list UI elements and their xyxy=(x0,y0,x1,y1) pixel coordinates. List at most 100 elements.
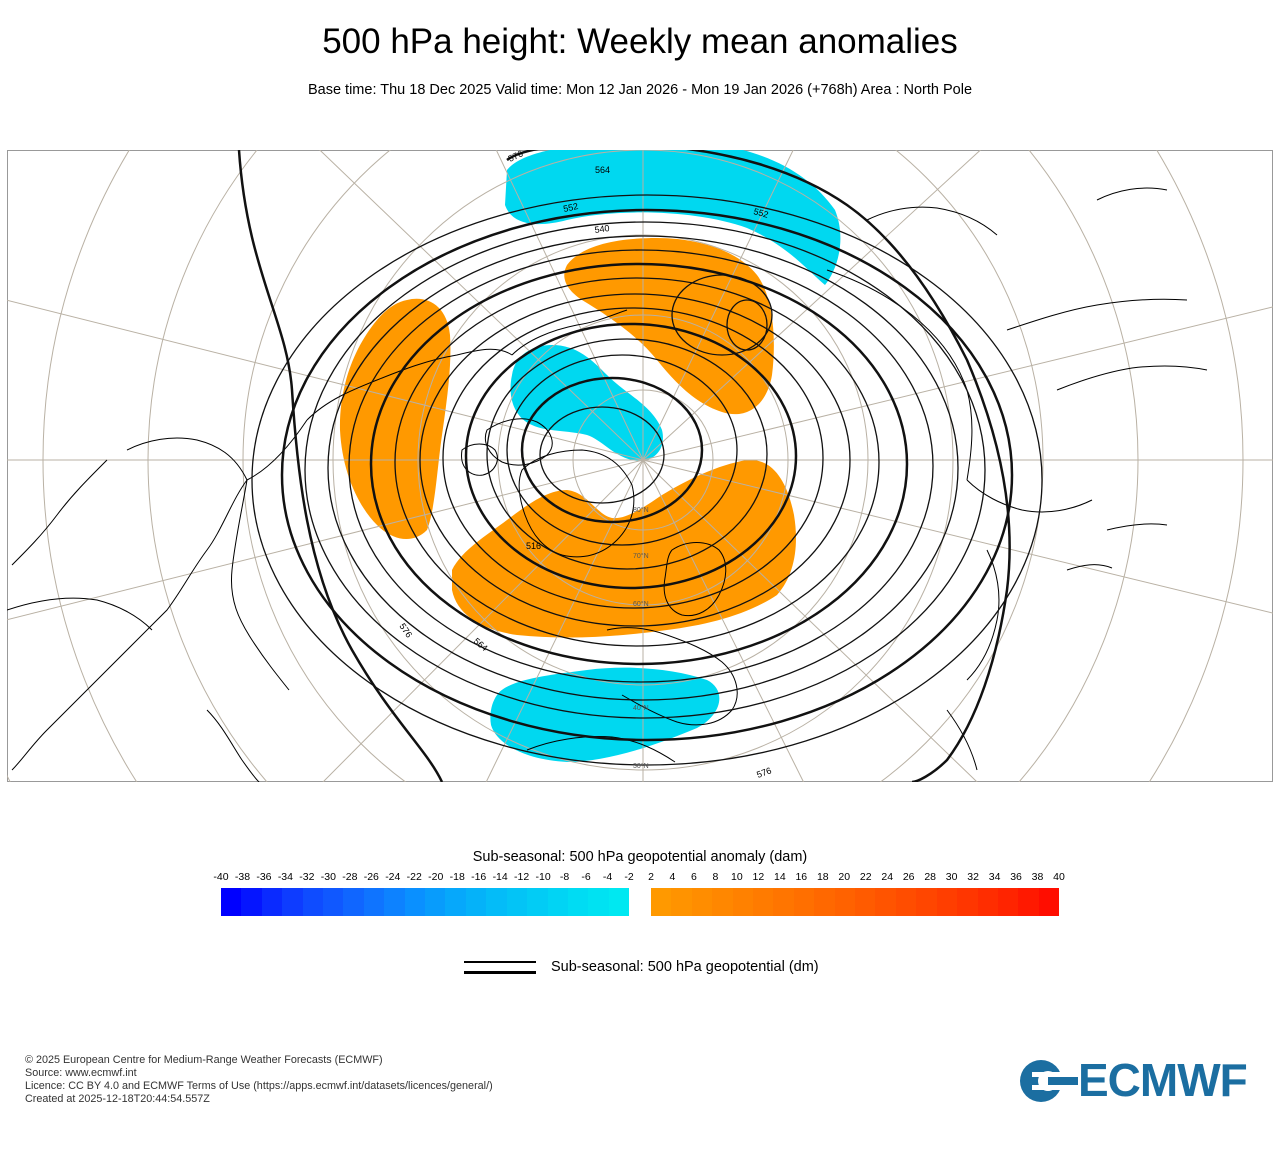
latitude-label: 40°N xyxy=(633,704,649,712)
colorbar-tick-label: 8 xyxy=(712,871,719,883)
colorbar-tick-label: -36 xyxy=(256,871,272,883)
chart-title: 500 hPa height: Weekly mean anomalies xyxy=(322,22,958,61)
colorbar-cell xyxy=(997,888,1019,916)
colorbar-tick-label: 12 xyxy=(752,871,765,883)
colorbar-positive xyxy=(651,888,1060,916)
colorbar-cell xyxy=(916,888,937,916)
footer: © 2025 European Centre for Medium-Range … xyxy=(25,1054,493,1106)
latitude-label: 80°N xyxy=(633,506,649,514)
colorbar-tick-label: 18 xyxy=(816,871,829,883)
colorbar-cell xyxy=(608,888,630,916)
colorbar-cell xyxy=(547,888,568,916)
colorbar-cell xyxy=(363,888,385,916)
colorbar-tick-label: 28 xyxy=(924,871,936,883)
colorbar-cell xyxy=(261,888,283,916)
colorbar-cell xyxy=(671,888,692,916)
contour-label: 516 xyxy=(526,541,541,551)
negative-anomaly-arctic xyxy=(510,345,663,461)
colorbar-cell xyxy=(241,888,262,916)
colorbar-cell xyxy=(691,888,713,916)
colorbar-tick-label: -32 xyxy=(299,871,315,883)
latitude-labels: 80°N 70°N 60°N 40°N 30°N xyxy=(633,506,649,770)
colorbar-cell xyxy=(425,888,446,916)
colorbar-tick-label: -12 xyxy=(514,871,530,883)
colorbar-cell xyxy=(651,888,672,916)
colorbar-tick-label: -22 xyxy=(406,871,422,883)
colorbar-cell xyxy=(977,888,998,916)
colorbar-cell xyxy=(221,888,242,916)
colorbar-cell xyxy=(527,888,548,916)
contour-legend-swatch xyxy=(464,961,536,975)
colorbar-title: Sub-seasonal: 500 hPa geopotential anoma… xyxy=(472,849,808,865)
footer-copyright: © 2025 European Centre for Medium-Range … xyxy=(25,1054,383,1066)
contour-label: 576 xyxy=(755,765,773,780)
colorbar-cell xyxy=(834,888,856,916)
negative-anomaly-pacific xyxy=(505,150,841,285)
positive-anomaly-america xyxy=(339,298,451,540)
colorbar-cell xyxy=(567,888,589,916)
colorbar-tick-label: -16 xyxy=(471,871,487,883)
colorbar-tick-label: 20 xyxy=(838,871,851,883)
footer-source: Source: www.ecmwf.int xyxy=(25,1067,137,1079)
colorbar-tick-label: -30 xyxy=(320,871,336,883)
colorbar-tick-label: 4 xyxy=(669,871,676,883)
colorbar-cell xyxy=(957,888,978,916)
colorbar-tick-label: -4 xyxy=(602,871,613,883)
colorbar-tick-label: 24 xyxy=(881,871,894,883)
colorbar-cell xyxy=(486,888,507,916)
colorbar-negative xyxy=(221,888,630,916)
colorbar-tick-label: 38 xyxy=(1031,871,1044,883)
ecmwf-logo-text: ECMWF xyxy=(1078,1054,1248,1106)
colorbar-cell xyxy=(895,888,917,916)
latitude-label: 70°N xyxy=(633,552,649,560)
positive-anomaly-siberia xyxy=(564,238,774,415)
colorbar-tick-label: -14 xyxy=(492,871,508,883)
colorbar-cell xyxy=(855,888,876,916)
colorbar-cell xyxy=(384,888,405,916)
polar-map: 576 564 552 540 552 516 576 564 576 80°N… xyxy=(7,150,1273,782)
colorbar-tick-label: 26 xyxy=(902,871,915,883)
contour-label: 564 xyxy=(595,165,610,175)
colorbar-tick-label: 32 xyxy=(967,871,979,883)
colorbar-cell xyxy=(445,888,466,916)
colorbar-cell xyxy=(814,888,835,916)
colorbar-cell xyxy=(1018,888,1039,916)
colorbar-cell xyxy=(875,888,896,916)
colorbar-tick-label: 2 xyxy=(648,871,654,883)
colorbar-cell xyxy=(506,888,528,916)
colorbar-tick-label: -2 xyxy=(624,871,634,883)
colorbar-tick-label: -38 xyxy=(234,871,251,883)
negative-anomaly-mediterranean xyxy=(490,667,720,762)
colorbar-tick-label: -6 xyxy=(581,871,591,883)
colorbar-cell xyxy=(753,888,774,916)
latitude-label: 30°N xyxy=(633,762,649,770)
colorbar-cell xyxy=(343,888,364,916)
colorbar-tick-label: 36 xyxy=(1010,871,1022,883)
colorbar-ticks: -40 -38 -36 -34 -32 -30 -28 -26 -24 -22 -20 -18 -16-… xyxy=(0,871,1280,885)
colorbar-tick-label: 10 xyxy=(731,871,743,883)
colorbar-cell xyxy=(302,888,324,916)
colorbar-tick-label: -8 xyxy=(559,871,570,883)
chart-subtitle: Base time: Thu 18 Dec 2025 Valid time: M… xyxy=(307,82,973,98)
colorbar-tick-label: -26 xyxy=(363,871,379,883)
geopotential-contours xyxy=(237,150,1043,782)
footer-licence: Licence: CC BY 4.0 and ECMWF Terms of Us… xyxy=(25,1080,493,1092)
colorbar-tick-label: -24 xyxy=(385,871,401,883)
colorbar-cell xyxy=(323,888,344,916)
colorbar-tick-label: 34 xyxy=(988,871,1001,883)
latitude-label: 60°N xyxy=(633,600,649,608)
colorbar-tick-label: 16 xyxy=(795,871,808,883)
colorbar-tick-label: 14 xyxy=(773,871,786,883)
colorbar-tick-label: -10 xyxy=(535,871,551,883)
colorbar-tick-label: -40 xyxy=(213,871,229,883)
colorbar-tick-label: -28 xyxy=(342,871,358,883)
colorbar-tick-label: 6 xyxy=(691,871,697,883)
colorbar-tick-label: -20 xyxy=(428,871,444,883)
colorbar-cell xyxy=(793,888,815,916)
colorbar-cell xyxy=(588,888,609,916)
colorbar-tick-label: 22 xyxy=(859,871,872,883)
colorbar-cell xyxy=(404,888,426,916)
footer-created: Created at 2025-12-18T20:44:54.557Z xyxy=(25,1093,210,1105)
colorbar-tick-label: 30 xyxy=(945,871,958,883)
colorbar-tick-label: 40 xyxy=(1053,871,1065,883)
